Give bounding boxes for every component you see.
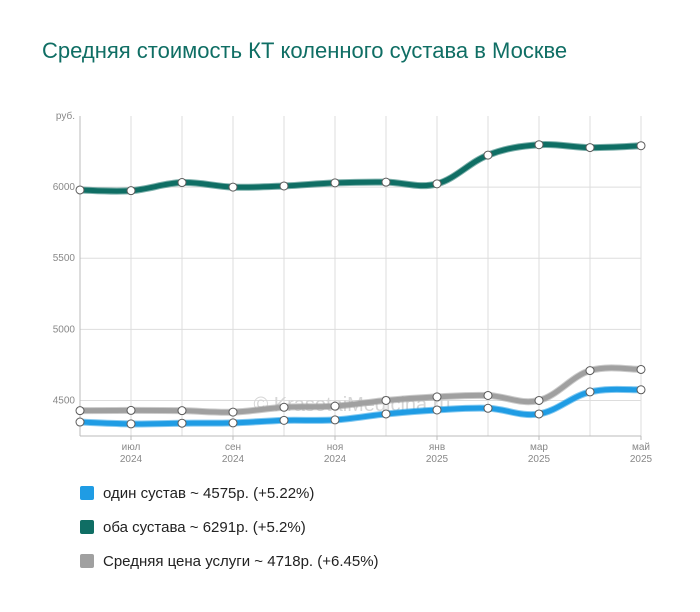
y-axis-label: руб. (56, 110, 75, 122)
data-point-avg (330, 401, 340, 411)
data-point-both (585, 143, 595, 153)
data-point-both (483, 150, 493, 160)
data-point-avg (432, 392, 442, 402)
legend-item-one-joint[interactable]: один сустав ~ 4575р. (+5.22%) (80, 484, 379, 502)
data-point-one (177, 418, 187, 428)
y-tick-label: 5000 (53, 324, 76, 335)
data-point-avg (483, 390, 493, 400)
data-point-both (279, 181, 289, 191)
data-point-avg (75, 406, 85, 416)
x-tick-label: 2025 (528, 454, 551, 465)
data-point-one (330, 415, 340, 425)
x-tick-label: янв (429, 442, 445, 453)
data-point-one (636, 385, 646, 395)
x-tick-label: 2024 (222, 454, 245, 465)
x-tick-label: май (632, 442, 650, 453)
y-tick-label: 4500 (53, 395, 76, 406)
legend-item-both-joints[interactable]: оба сустава ~ 6291р. (+5.2%) (80, 518, 379, 536)
x-tick-label: 2024 (324, 454, 347, 465)
legend-swatch-both-joints (80, 520, 94, 534)
data-point-avg (534, 395, 544, 405)
data-point-both (534, 140, 544, 150)
data-point-both (177, 178, 187, 188)
legend-swatch-average-price (80, 554, 94, 568)
legend-swatch-one-joint (80, 486, 94, 500)
data-point-avg (585, 366, 595, 376)
x-tick-label: сен (225, 442, 241, 453)
data-point-both (432, 179, 442, 189)
data-point-both (75, 185, 85, 195)
y-tick-label: 6000 (53, 182, 76, 193)
y-tick-label: 5500 (53, 253, 76, 264)
x-tick-label: ноя (327, 442, 344, 453)
data-point-avg (279, 402, 289, 412)
data-point-both (381, 177, 391, 187)
data-point-both (330, 178, 340, 188)
data-point-one (381, 409, 391, 419)
legend-label-one-joint: один сустав ~ 4575р. (+5.22%) (103, 484, 315, 502)
legend-label-both-joints: оба сустава ~ 6291р. (+5.2%) (103, 518, 306, 536)
data-point-one (432, 405, 442, 415)
data-point-one (279, 415, 289, 425)
legend-label-average-price: Средняя цена услуги ~ 4718р. (+6.45%) (103, 552, 379, 570)
data-point-one (534, 409, 544, 419)
data-point-both (636, 141, 646, 151)
data-point-one (126, 419, 136, 429)
x-tick-label: июл (122, 442, 141, 453)
data-point-avg (177, 406, 187, 416)
data-point-avg (381, 395, 391, 405)
data-point-one (75, 417, 85, 427)
data-point-both (228, 182, 238, 192)
data-point-avg (228, 407, 238, 417)
series-line-both (77, 141, 644, 194)
data-point-one (483, 403, 493, 413)
data-point-avg (636, 364, 646, 374)
data-point-both (126, 186, 136, 196)
data-point-one (228, 418, 238, 428)
data-point-avg (126, 405, 136, 415)
x-tick-label: мар (530, 442, 548, 453)
chart-title: Средняя стоимость КТ коленного сустава в… (42, 38, 568, 63)
x-tick-label: 2025 (630, 454, 653, 465)
data-point-one (585, 387, 595, 397)
legend-item-average-price[interactable]: Средняя цена услуги ~ 4718р. (+6.45%) (80, 552, 379, 570)
legend: один сустав ~ 4575р. (+5.22%) оба сустав… (80, 484, 379, 586)
x-tick-label: 2025 (426, 454, 449, 465)
x-tick-label: 2024 (120, 454, 143, 465)
